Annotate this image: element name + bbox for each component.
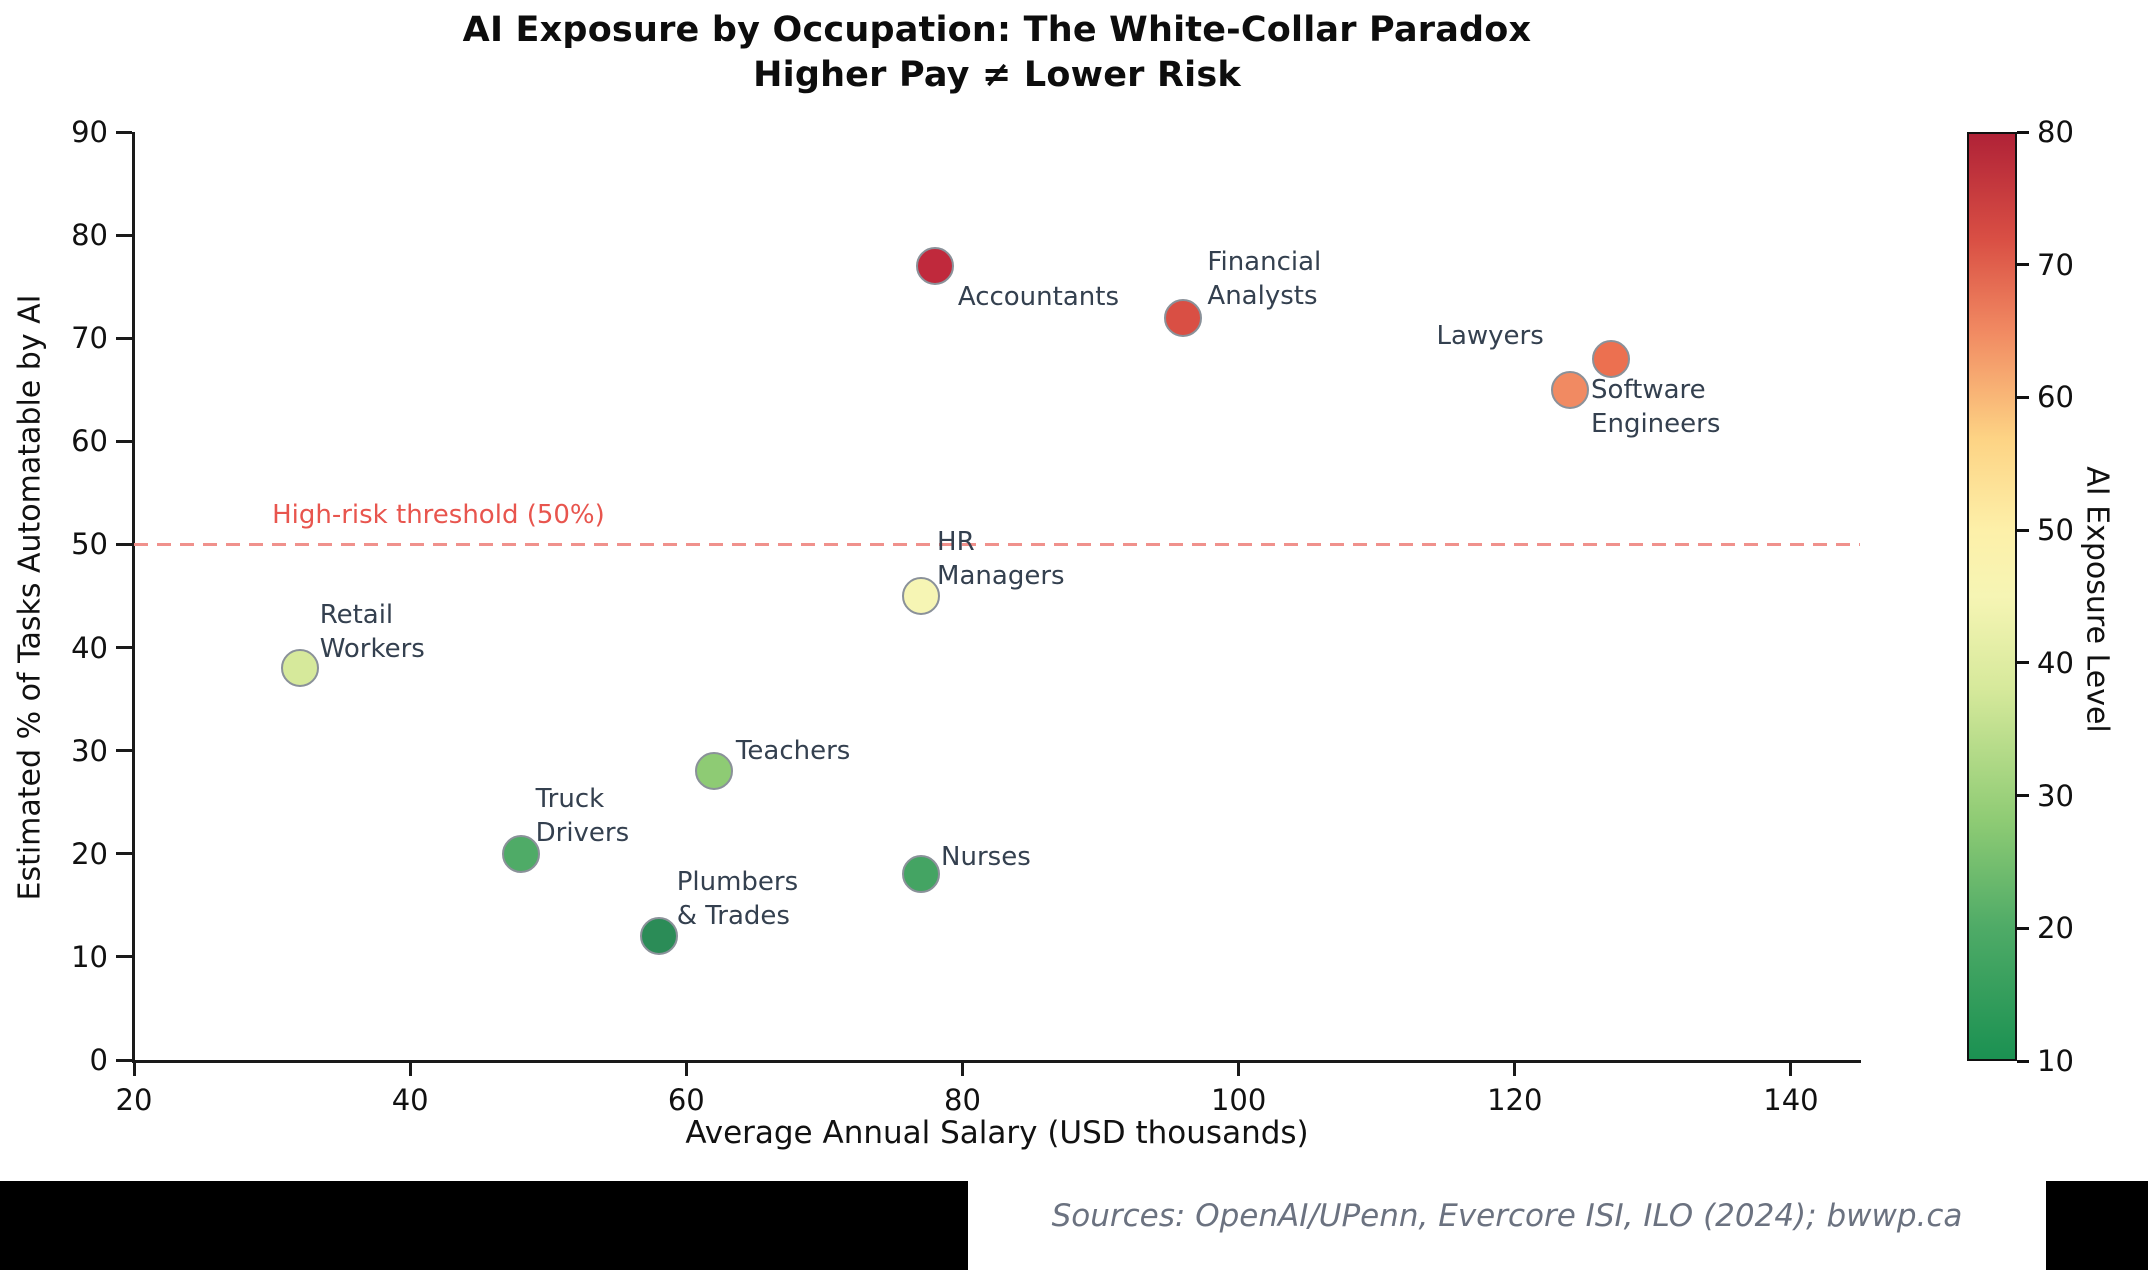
colorbar-tick-label: 20 [2037,911,2074,946]
y-tick-mark [116,852,132,856]
point-label: Accountants [957,282,1119,313]
point-label: HR Managers [937,527,1065,591]
colorbar-tick-mark [2017,395,2029,399]
scatter-point [280,649,319,688]
y-axis-label: Estimated % of Tasks Automatable by AI [12,294,48,901]
point-label: Plumbers & Trades [676,867,799,932]
letterbox-bar-left [0,1181,968,1270]
colorbar-tick-label: 40 [2037,645,2074,680]
chart-title: AI Exposure by Occupation: The White-Col… [134,8,1860,98]
scatter-point [915,247,954,286]
y-tick-mark [116,1058,132,1062]
x-tick-label: 120 [1487,1083,1543,1117]
y-tick-mark [116,233,132,237]
x-axis-spine [132,1060,1861,1063]
x-tick-label: 20 [115,1083,153,1117]
colorbar-tick-mark [2017,661,2029,665]
high-risk-threshold-line [134,542,1860,546]
colorbar-tick-label: 10 [2037,1044,2074,1078]
y-tick-label: 50 [71,527,108,562]
colorbar-tick-label: 60 [2037,380,2074,415]
y-tick-mark [116,336,132,340]
sources-text: Sources: OpenAI/UPenn, Evercore ISI, ILO… [1051,1198,1963,1234]
x-tick-mark [1513,1060,1517,1076]
colorbar-tick-mark [2017,263,2029,267]
y-tick-mark [116,955,132,959]
high-risk-threshold-label: High-risk threshold (50%) [272,500,605,531]
point-label: Lawyers [1436,320,1544,351]
colorbar-label: AI Exposure Level [2079,466,2115,733]
x-tick-mark [960,1060,964,1076]
x-tick-label: 80 [944,1083,981,1117]
sources-box: Sources: OpenAI/UPenn, Evercore ISI, ILO… [968,1181,2046,1270]
point-label: Truck Drivers [535,783,630,848]
y-tick-mark [116,542,132,546]
point-label: Financial Analysts [1207,246,1322,311]
y-tick-label: 30 [71,733,108,768]
point-label: Teachers [735,736,851,767]
colorbar-tick-label: 80 [2037,115,2074,149]
scatter-point [1592,339,1631,378]
scatter-point [501,834,540,873]
colorbar-tick-mark [2017,1059,2029,1063]
point-label: Retail Workers [319,600,425,665]
scatter-point [1164,298,1203,337]
x-tick-mark [1789,1060,1793,1076]
y-tick-label: 80 [71,218,108,253]
chart-title-line1: AI Exposure by Occupation: The White-Col… [462,10,1532,50]
y-tick-label: 0 [89,1043,108,1077]
colorbar-tick-mark [2017,794,2029,798]
y-axis-spine [132,132,135,1063]
colorbar-tick-mark [2017,528,2029,532]
y-tick-label: 20 [71,836,108,871]
x-tick-label: 100 [1210,1083,1267,1117]
x-axis-label: Average Annual Salary (USD thousands) [685,1115,1309,1151]
x-tick-mark [1237,1060,1241,1076]
scatter-point [902,577,941,615]
chart-title-line2: Higher Pay ≠ Lower Risk [753,55,1241,95]
x-tick-label: 140 [1763,1083,1819,1117]
colorbar-tick-label: 50 [2037,513,2074,548]
colorbar-tick-label: 70 [2037,247,2074,282]
scatter-point [694,752,733,791]
scatter-point [639,917,678,956]
y-tick-mark [116,646,132,650]
colorbar-tick-label: 30 [2037,778,2074,813]
scatter-point [1551,370,1590,409]
point-label: Software Engineers [1591,374,1721,439]
y-tick-label: 40 [71,630,108,665]
x-tick-label: 40 [391,1083,429,1117]
y-tick-mark [116,130,132,134]
x-tick-mark [408,1060,412,1076]
y-tick-label: 70 [71,321,108,356]
scatter-point [902,855,941,894]
y-tick-label: 60 [71,424,108,459]
y-tick-mark [116,749,132,753]
colorbar [1967,132,2017,1061]
colorbar-tick-mark [2017,130,2029,134]
y-tick-label: 10 [71,939,108,974]
point-label: Nurses [941,842,1031,873]
y-tick-mark [116,439,132,443]
x-tick-mark [132,1060,136,1076]
letterbox-bar-right [2046,1181,2148,1270]
colorbar-tick-mark [2017,926,2029,930]
y-tick-label: 90 [71,115,108,149]
x-tick-label: 60 [667,1083,705,1117]
x-tick-mark [684,1060,688,1076]
